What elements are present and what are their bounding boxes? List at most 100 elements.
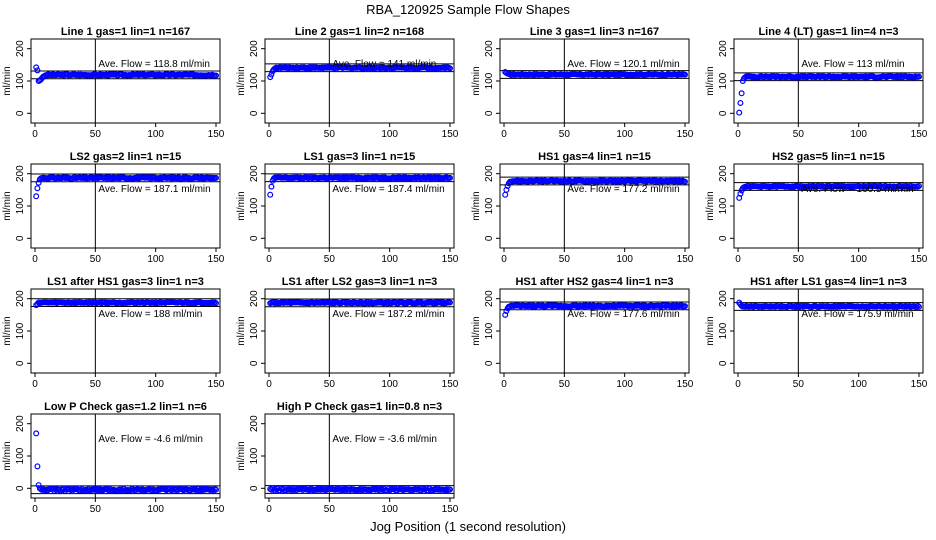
- y-tick-label: 100: [484, 72, 495, 89]
- y-tick-label: 0: [15, 485, 26, 491]
- y-tick-label: 100: [15, 197, 26, 214]
- y-tick-label: 0: [484, 110, 495, 116]
- avg-flow-annotation: Ave. Flow = 187.1 ml/min: [98, 184, 210, 195]
- panel-title: Line 2 gas=1 lin=2 n=168: [295, 26, 424, 38]
- avg-flow-annotation: Ave. Flow = 187.4 ml/min: [332, 184, 444, 195]
- figure-xlabel: Jog Position (1 second resolution): [370, 519, 566, 534]
- y-tick-label: 200: [484, 290, 495, 307]
- y-tick-label: 200: [15, 415, 26, 432]
- flow-panel: LS1 after LS2 gas=3 lin=1 n=3 0 50 100 150 0 1…: [236, 276, 459, 390]
- x-tick-label: 0: [32, 129, 38, 140]
- x-tick-label: 50: [90, 129, 102, 140]
- panel-title: LS1 after HS1 gas=3 lin=1 n=3: [47, 276, 204, 288]
- panel-title: Line 3 gas=1 lin=3 n=167: [530, 26, 659, 38]
- x-tick-label: 0: [501, 254, 507, 265]
- plot-frame: [30, 38, 221, 124]
- panel-title: HS1 gas=4 lin=1 n=15: [538, 151, 651, 163]
- x-tick-label: 50: [793, 129, 805, 140]
- y-tick-label: 100: [15, 322, 26, 339]
- y-tick-label: 100: [484, 322, 495, 339]
- y-tick-label: 200: [718, 290, 729, 307]
- x-tick-label: 50: [324, 129, 336, 140]
- flow-point: [447, 65, 454, 72]
- x-tick-label: 150: [208, 129, 225, 140]
- x-tick-label: 100: [147, 129, 164, 140]
- x-tick-label: 0: [266, 129, 272, 140]
- x-tick-label: 50: [793, 254, 805, 265]
- x-tick-label: 0: [266, 504, 272, 515]
- flow-point: [34, 67, 41, 74]
- x-tick-label: 0: [735, 129, 741, 140]
- y-tick-label: 0: [249, 110, 260, 116]
- flow-point: [447, 174, 454, 181]
- flow-point: [913, 304, 920, 311]
- y-tick-label: 0: [249, 360, 260, 366]
- flow-point: [33, 430, 40, 437]
- x-tick-label: 50: [559, 129, 571, 140]
- flow-panel: HS1 after HS2 gas=4 lin=1 n=3 0 50 100 150 0 1…: [471, 276, 694, 390]
- panel-title: HS1 after HS2 gas=4 lin=1 n=3: [515, 276, 673, 288]
- y-tick-label: 200: [718, 40, 729, 57]
- x-tick-label: 50: [90, 504, 102, 515]
- avg-flow-annotation: Ave. Flow = 120.1 ml/min: [567, 59, 679, 70]
- y-tick-label: 100: [718, 322, 729, 339]
- plot-frame: [499, 163, 690, 249]
- y-tick-label: 100: [249, 322, 260, 339]
- x-tick-label: 100: [381, 129, 398, 140]
- flow-point: [213, 300, 220, 307]
- x-tick-label: 150: [208, 379, 225, 390]
- y-tick-label: 0: [718, 110, 729, 116]
- y-axis-label: ml/min: [236, 191, 247, 220]
- y-axis-label: ml/min: [705, 316, 716, 345]
- y-tick-label: 0: [15, 360, 26, 366]
- x-tick-label: 150: [442, 504, 459, 515]
- y-axis-label: ml/min: [471, 316, 482, 345]
- avg-flow-annotation: Ave. Flow = 113 ml/min: [801, 59, 904, 70]
- x-tick-label: 0: [266, 379, 272, 390]
- flow-panel: LS1 gas=3 lin=1 n=15 0 50 100 150 0 100 200ml/m…: [236, 151, 459, 265]
- x-tick-label: 100: [381, 379, 398, 390]
- y-axis-label: ml/min: [2, 191, 13, 220]
- figure-title: RBA_120925 Sample Flow Shapes: [366, 2, 570, 17]
- flow-panel: Line 4 (LT) gas=1 lin=4 n=3 0 50 100 150 0 100…: [705, 26, 928, 140]
- x-tick-label: 0: [266, 254, 272, 265]
- flow-point: [213, 486, 220, 493]
- flow-panel: LS2 gas=2 lin=1 n=15 0 50 100 150 0 100 200ml/m…: [2, 151, 225, 265]
- y-axis-label: ml/min: [471, 191, 482, 220]
- flow-point: [213, 174, 220, 181]
- plot-frame: [733, 163, 924, 249]
- flow-panel: LS1 after HS1 gas=3 lin=1 n=3 0 50 100 150 0 1…: [2, 276, 225, 390]
- x-tick-label: 50: [559, 379, 571, 390]
- y-tick-label: 100: [15, 447, 26, 464]
- x-tick-label: 0: [501, 129, 507, 140]
- panel-title: High P Check gas=1 lin=0.8 n=3: [277, 401, 442, 413]
- y-tick-label: 200: [15, 165, 26, 182]
- y-tick-label: 200: [15, 290, 26, 307]
- flow-point: [681, 71, 688, 78]
- x-tick-label: 150: [677, 379, 694, 390]
- x-tick-label: 100: [850, 129, 867, 140]
- plot-frame: [733, 288, 924, 374]
- x-tick-label: 100: [616, 129, 633, 140]
- x-tick-label: 150: [677, 129, 694, 140]
- x-tick-label: 50: [324, 504, 336, 515]
- flow-point: [33, 193, 40, 200]
- y-tick-label: 200: [249, 290, 260, 307]
- panel-title: Low P Check gas=1.2 lin=1 n=6: [44, 401, 207, 413]
- flow-point: [447, 299, 454, 306]
- y-axis-label: ml/min: [236, 316, 247, 345]
- flow-point: [915, 73, 922, 80]
- y-tick-label: 100: [249, 197, 260, 214]
- y-tick-label: 0: [718, 235, 729, 241]
- avg-flow-annotation: Ave. Flow = 177.2 ml/min: [567, 184, 679, 195]
- x-tick-label: 100: [381, 504, 398, 515]
- x-tick-label: 50: [793, 379, 805, 390]
- avg-flow-annotation: Ave. Flow = 118.8 ml/min: [98, 59, 210, 70]
- avg-flow-annotation: Ave. Flow = -3.6 ml/min: [332, 434, 437, 445]
- y-tick-label: 200: [249, 165, 260, 182]
- avg-flow-annotation: Ave. Flow = 141 ml/min: [332, 59, 436, 70]
- flow-point: [914, 302, 921, 309]
- panel-title: Line 1 gas=1 lin=1 n=167: [61, 26, 190, 38]
- y-axis-label: ml/min: [236, 66, 247, 95]
- y-tick-label: 200: [249, 40, 260, 57]
